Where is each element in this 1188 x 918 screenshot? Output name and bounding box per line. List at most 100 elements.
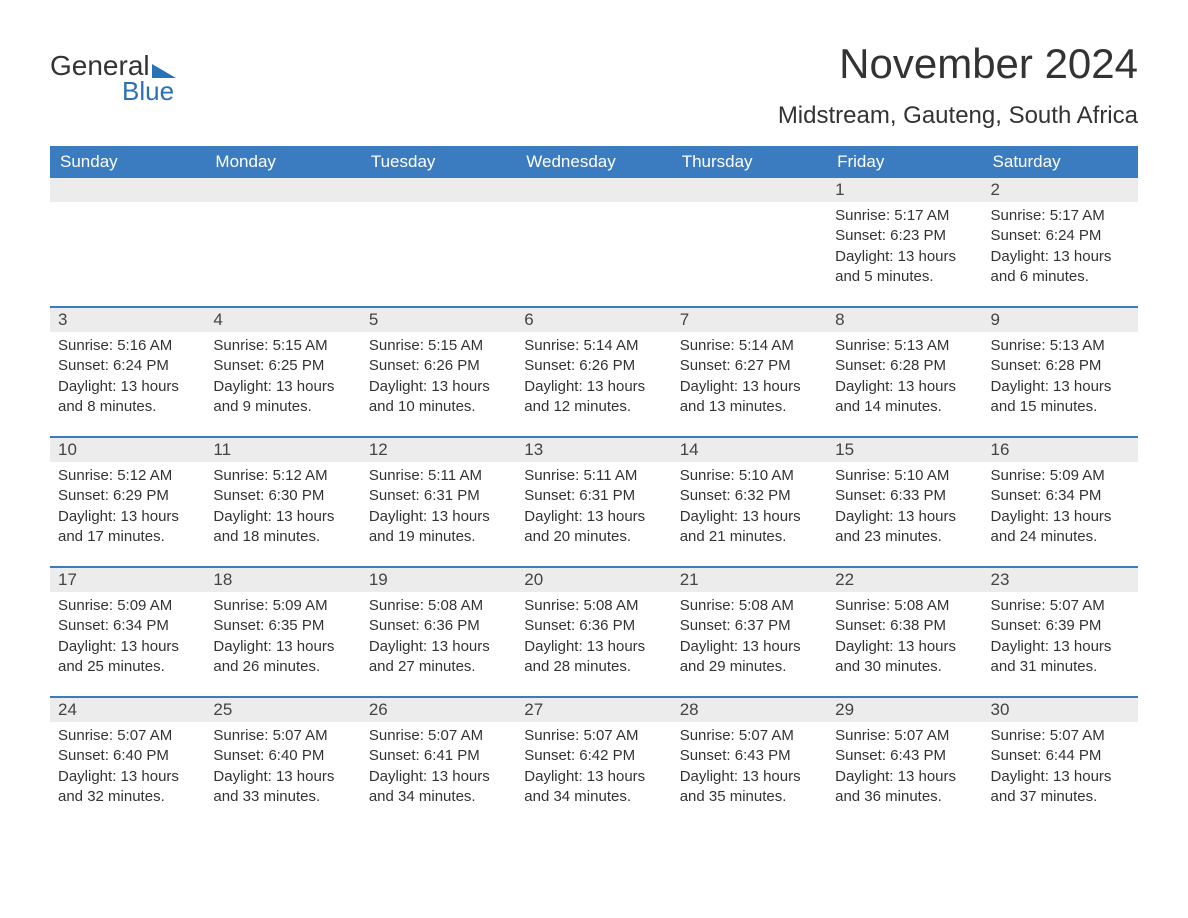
day-number: 14	[672, 438, 827, 462]
sunrise-line: Sunrise: 5:15 AM	[369, 336, 508, 356]
day-details: Sunrise: 5:07 AMSunset: 6:39 PMDaylight:…	[983, 592, 1138, 677]
weekday-header: Sunday	[50, 146, 205, 178]
sunrise-line: Sunrise: 5:17 AM	[991, 206, 1130, 226]
day-number: 22	[827, 568, 982, 592]
sunrise-line: Sunrise: 5:15 AM	[213, 336, 352, 356]
day-details: Sunrise: 5:17 AMSunset: 6:23 PMDaylight:…	[827, 202, 982, 287]
day-number: 8	[827, 308, 982, 332]
day-cell: 2Sunrise: 5:17 AMSunset: 6:24 PMDaylight…	[983, 178, 1138, 288]
sunset-line: Sunset: 6:34 PM	[58, 616, 197, 636]
day-number: 4	[205, 308, 360, 332]
sunrise-line: Sunrise: 5:10 AM	[680, 466, 819, 486]
daylight-line: Daylight: 13 hours and 15 minutes.	[991, 377, 1130, 418]
day-cell	[205, 178, 360, 288]
day-number: 3	[50, 308, 205, 332]
daylight-line: Daylight: 13 hours and 17 minutes.	[58, 507, 197, 548]
sunset-line: Sunset: 6:23 PM	[835, 226, 974, 246]
daylight-line: Daylight: 13 hours and 25 minutes.	[58, 637, 197, 678]
location-subtitle: Midstream, Gauteng, South Africa	[778, 102, 1138, 130]
sunrise-line: Sunrise: 5:07 AM	[680, 726, 819, 746]
week-row: 1Sunrise: 5:17 AMSunset: 6:23 PMDaylight…	[50, 178, 1138, 288]
day-details: Sunrise: 5:08 AMSunset: 6:36 PMDaylight:…	[361, 592, 516, 677]
day-number: 13	[516, 438, 671, 462]
day-cell: 24Sunrise: 5:07 AMSunset: 6:40 PMDayligh…	[50, 698, 205, 808]
day-cell: 17Sunrise: 5:09 AMSunset: 6:34 PMDayligh…	[50, 568, 205, 678]
sunrise-line: Sunrise: 5:07 AM	[58, 726, 197, 746]
calendar-grid: SundayMondayTuesdayWednesdayThursdayFrid…	[50, 146, 1138, 808]
day-details: Sunrise: 5:10 AMSunset: 6:33 PMDaylight:…	[827, 462, 982, 547]
day-details: Sunrise: 5:08 AMSunset: 6:36 PMDaylight:…	[516, 592, 671, 677]
day-number: 20	[516, 568, 671, 592]
daylight-line: Daylight: 13 hours and 13 minutes.	[680, 377, 819, 418]
sunset-line: Sunset: 6:34 PM	[991, 486, 1130, 506]
weekday-header: Thursday	[672, 146, 827, 178]
day-cell: 28Sunrise: 5:07 AMSunset: 6:43 PMDayligh…	[672, 698, 827, 808]
daylight-line: Daylight: 13 hours and 33 minutes.	[213, 767, 352, 808]
day-number: 7	[672, 308, 827, 332]
sunset-line: Sunset: 6:39 PM	[991, 616, 1130, 636]
day-details: Sunrise: 5:16 AMSunset: 6:24 PMDaylight:…	[50, 332, 205, 417]
sunset-line: Sunset: 6:42 PM	[524, 746, 663, 766]
day-cell: 29Sunrise: 5:07 AMSunset: 6:43 PMDayligh…	[827, 698, 982, 808]
daylight-line: Daylight: 13 hours and 20 minutes.	[524, 507, 663, 548]
daylight-line: Daylight: 13 hours and 26 minutes.	[213, 637, 352, 678]
day-details: Sunrise: 5:07 AMSunset: 6:43 PMDaylight:…	[672, 722, 827, 807]
day-cell: 9Sunrise: 5:13 AMSunset: 6:28 PMDaylight…	[983, 308, 1138, 418]
day-details: Sunrise: 5:17 AMSunset: 6:24 PMDaylight:…	[983, 202, 1138, 287]
day-cell: 21Sunrise: 5:08 AMSunset: 6:37 PMDayligh…	[672, 568, 827, 678]
sunrise-line: Sunrise: 5:11 AM	[524, 466, 663, 486]
sunrise-line: Sunrise: 5:07 AM	[369, 726, 508, 746]
day-cell: 16Sunrise: 5:09 AMSunset: 6:34 PMDayligh…	[983, 438, 1138, 548]
sunrise-line: Sunrise: 5:07 AM	[213, 726, 352, 746]
day-number: 25	[205, 698, 360, 722]
day-number	[672, 178, 827, 202]
daylight-line: Daylight: 13 hours and 34 minutes.	[369, 767, 508, 808]
day-number	[361, 178, 516, 202]
day-number: 28	[672, 698, 827, 722]
day-cell: 13Sunrise: 5:11 AMSunset: 6:31 PMDayligh…	[516, 438, 671, 548]
daylight-line: Daylight: 13 hours and 8 minutes.	[58, 377, 197, 418]
day-number: 27	[516, 698, 671, 722]
day-number: 5	[361, 308, 516, 332]
sunset-line: Sunset: 6:40 PM	[213, 746, 352, 766]
weekday-header: Wednesday	[516, 146, 671, 178]
daylight-line: Daylight: 13 hours and 31 minutes.	[991, 637, 1130, 678]
sunrise-line: Sunrise: 5:12 AM	[58, 466, 197, 486]
day-number: 17	[50, 568, 205, 592]
sunset-line: Sunset: 6:40 PM	[58, 746, 197, 766]
weekday-header-row: SundayMondayTuesdayWednesdayThursdayFrid…	[50, 146, 1138, 178]
day-cell: 8Sunrise: 5:13 AMSunset: 6:28 PMDaylight…	[827, 308, 982, 418]
day-number: 26	[361, 698, 516, 722]
sunset-line: Sunset: 6:43 PM	[835, 746, 974, 766]
day-cell	[516, 178, 671, 288]
sunrise-line: Sunrise: 5:13 AM	[835, 336, 974, 356]
sunrise-line: Sunrise: 5:13 AM	[991, 336, 1130, 356]
sunset-line: Sunset: 6:36 PM	[524, 616, 663, 636]
day-cell: 27Sunrise: 5:07 AMSunset: 6:42 PMDayligh…	[516, 698, 671, 808]
sunrise-line: Sunrise: 5:10 AM	[835, 466, 974, 486]
daylight-line: Daylight: 13 hours and 32 minutes.	[58, 767, 197, 808]
day-number: 23	[983, 568, 1138, 592]
day-cell: 30Sunrise: 5:07 AMSunset: 6:44 PMDayligh…	[983, 698, 1138, 808]
sunrise-line: Sunrise: 5:17 AM	[835, 206, 974, 226]
sunset-line: Sunset: 6:41 PM	[369, 746, 508, 766]
sunrise-line: Sunrise: 5:09 AM	[213, 596, 352, 616]
daylight-line: Daylight: 13 hours and 37 minutes.	[991, 767, 1130, 808]
day-number: 29	[827, 698, 982, 722]
daylight-line: Daylight: 13 hours and 18 minutes.	[213, 507, 352, 548]
day-cell: 15Sunrise: 5:10 AMSunset: 6:33 PMDayligh…	[827, 438, 982, 548]
weekday-header: Monday	[205, 146, 360, 178]
week-row: 3Sunrise: 5:16 AMSunset: 6:24 PMDaylight…	[50, 306, 1138, 418]
day-cell: 11Sunrise: 5:12 AMSunset: 6:30 PMDayligh…	[205, 438, 360, 548]
weekday-header: Friday	[827, 146, 982, 178]
sunset-line: Sunset: 6:29 PM	[58, 486, 197, 506]
sunset-line: Sunset: 6:35 PM	[213, 616, 352, 636]
page-header: General Blue November 2024 Midstream, Ga…	[50, 40, 1138, 130]
daylight-line: Daylight: 13 hours and 5 minutes.	[835, 247, 974, 288]
day-number: 6	[516, 308, 671, 332]
day-details: Sunrise: 5:11 AMSunset: 6:31 PMDaylight:…	[361, 462, 516, 547]
sunrise-line: Sunrise: 5:08 AM	[369, 596, 508, 616]
day-details: Sunrise: 5:07 AMSunset: 6:40 PMDaylight:…	[50, 722, 205, 807]
day-details: Sunrise: 5:07 AMSunset: 6:42 PMDaylight:…	[516, 722, 671, 807]
sunrise-line: Sunrise: 5:08 AM	[524, 596, 663, 616]
